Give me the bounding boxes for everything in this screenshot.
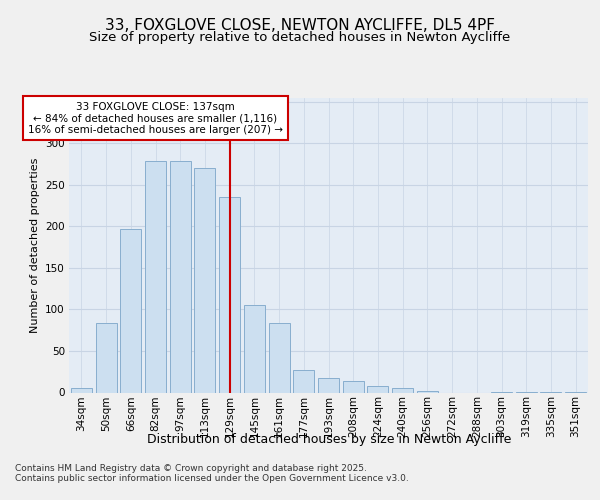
Bar	[170, 162, 191, 392]
Bar	[219, 197, 240, 392]
Bar	[343, 381, 364, 392]
Bar	[318, 378, 339, 392]
Text: Contains HM Land Registry data © Crown copyright and database right 2025.
Contai: Contains HM Land Registry data © Crown c…	[15, 464, 409, 483]
Bar	[244, 305, 265, 392]
Bar	[417, 391, 438, 392]
Text: Distribution of detached houses by size in Newton Aycliffe: Distribution of detached houses by size …	[146, 432, 511, 446]
Bar	[392, 388, 413, 392]
Bar	[145, 162, 166, 392]
Text: 33 FOXGLOVE CLOSE: 137sqm
← 84% of detached houses are smaller (1,116)
16% of se: 33 FOXGLOVE CLOSE: 137sqm ← 84% of detac…	[28, 102, 283, 135]
Bar	[194, 168, 215, 392]
Text: 33, FOXGLOVE CLOSE, NEWTON AYCLIFFE, DL5 4PF: 33, FOXGLOVE CLOSE, NEWTON AYCLIFFE, DL5…	[105, 18, 495, 32]
Y-axis label: Number of detached properties: Number of detached properties	[29, 158, 40, 332]
Bar	[293, 370, 314, 392]
Bar	[95, 322, 116, 392]
Bar	[269, 322, 290, 392]
Bar	[71, 388, 92, 392]
Bar	[367, 386, 388, 392]
Bar	[120, 229, 141, 392]
Text: Size of property relative to detached houses in Newton Aycliffe: Size of property relative to detached ho…	[89, 31, 511, 44]
